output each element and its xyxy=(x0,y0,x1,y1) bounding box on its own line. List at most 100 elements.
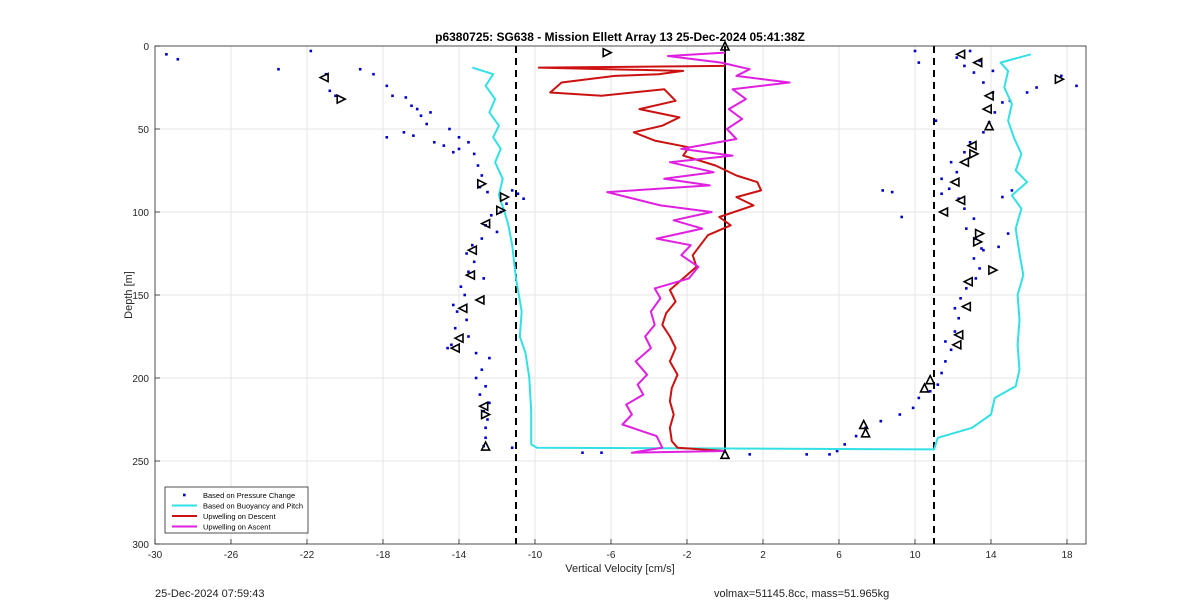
triangle-marker xyxy=(924,373,936,385)
data-point xyxy=(412,134,415,137)
plot-frame xyxy=(154,45,1087,545)
data-point xyxy=(467,270,470,274)
data-point xyxy=(917,396,921,400)
data-point xyxy=(940,192,943,196)
y-tick-label: 0 xyxy=(143,42,149,53)
data-point xyxy=(890,190,894,194)
data-point xyxy=(480,174,484,177)
data-point xyxy=(1060,74,1063,78)
data-point xyxy=(991,69,995,73)
triangle-marker xyxy=(919,382,930,393)
triangle-marker xyxy=(476,178,488,190)
data-point xyxy=(482,277,485,280)
series-line xyxy=(606,51,791,454)
legend-swatch xyxy=(183,493,186,497)
data-point xyxy=(419,114,423,118)
y-tick-label: 250 xyxy=(132,457,149,468)
data-point xyxy=(982,248,985,252)
data-point xyxy=(495,230,499,234)
triangle-marker xyxy=(318,72,329,83)
triangle-marker xyxy=(495,205,507,216)
data-point xyxy=(968,49,972,53)
data-point xyxy=(972,257,976,260)
data-point xyxy=(972,217,976,220)
data-point xyxy=(484,385,487,388)
data-point xyxy=(928,389,932,393)
data-point xyxy=(898,413,902,416)
data-point xyxy=(835,449,839,453)
x-tick-label: -10 xyxy=(528,550,543,561)
data-point xyxy=(385,84,389,88)
data-point xyxy=(944,340,947,343)
triangle-marker xyxy=(449,342,461,354)
data-point xyxy=(993,111,997,114)
data-point xyxy=(953,306,957,310)
x-tick-label: -6 xyxy=(607,550,616,561)
data-point xyxy=(165,53,168,56)
data-point xyxy=(965,287,968,290)
data-point xyxy=(446,346,449,350)
data-point xyxy=(1010,189,1014,192)
data-point xyxy=(510,446,514,450)
x-tick-label: 10 xyxy=(909,550,921,561)
data-point xyxy=(911,406,915,410)
data-point xyxy=(944,360,947,363)
data-point xyxy=(974,277,978,280)
footer-info: volmax=51145.8cc, mass=51.965kg xyxy=(714,588,890,600)
data-point xyxy=(949,348,953,352)
data-point xyxy=(486,418,489,421)
data-point xyxy=(467,335,470,338)
data-point xyxy=(429,111,432,114)
legend: Based on Pressure Change Based on Buoyanc… xyxy=(164,486,309,534)
data-point xyxy=(949,160,953,164)
data-point xyxy=(828,453,831,456)
triangle-marker xyxy=(719,448,731,460)
data-point xyxy=(522,197,525,201)
data-point xyxy=(486,190,489,194)
data-point xyxy=(453,326,457,330)
x-tick-label: -14 xyxy=(452,550,467,561)
data-point xyxy=(480,237,484,240)
x-axis: -30 -26 -22 -18 -14 -10 -6 -2 2 6 10 14 18 xyxy=(148,539,1073,561)
data-point xyxy=(402,131,406,134)
data-point xyxy=(465,318,468,322)
data-point xyxy=(484,426,487,430)
triangle-marker xyxy=(962,276,974,288)
data-point xyxy=(176,57,180,61)
series-line xyxy=(471,53,1032,451)
data-point xyxy=(917,61,921,64)
data-point xyxy=(505,202,508,205)
data-point xyxy=(510,189,514,192)
y-axis-label: Depth [m] xyxy=(123,271,135,319)
data-point xyxy=(474,351,478,355)
data-point xyxy=(455,310,459,313)
data-point xyxy=(1025,91,1029,94)
triangle-markers xyxy=(318,40,1066,460)
data-point xyxy=(972,71,976,74)
triangle-marker xyxy=(457,302,468,314)
series-layer xyxy=(165,49,1078,456)
data-point xyxy=(452,303,455,307)
triangle-marker xyxy=(860,426,871,438)
triangle-marker xyxy=(499,191,511,203)
series-upwelling-on-descent xyxy=(537,64,763,452)
triangle-marker xyxy=(952,329,964,341)
triangle-marker xyxy=(954,195,966,206)
data-point xyxy=(980,247,983,250)
data-point xyxy=(463,293,466,297)
data-point xyxy=(965,227,968,230)
data-point xyxy=(457,136,461,139)
triangle-marker xyxy=(960,301,972,312)
y-tick-label: 300 xyxy=(132,540,149,551)
legend-label: Based on Pressure Change xyxy=(203,491,295,500)
data-point xyxy=(488,356,491,360)
y-tick-label: 100 xyxy=(132,208,149,219)
data-point xyxy=(940,371,943,375)
data-point xyxy=(1035,86,1038,89)
data-point xyxy=(881,189,884,192)
data-point xyxy=(805,453,808,456)
triangle-marker xyxy=(479,218,491,229)
data-point xyxy=(982,81,985,84)
data-point xyxy=(1001,195,1004,199)
